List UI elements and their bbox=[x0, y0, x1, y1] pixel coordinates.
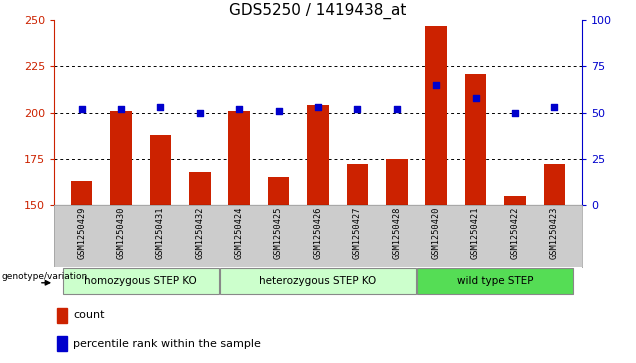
Point bbox=[234, 106, 244, 112]
Text: count: count bbox=[73, 310, 104, 320]
Bar bbox=[189, 172, 211, 205]
Text: GSM1250426: GSM1250426 bbox=[314, 207, 322, 260]
Bar bbox=[544, 164, 565, 205]
Point bbox=[195, 110, 205, 115]
Bar bbox=[71, 181, 92, 205]
Text: GSM1250424: GSM1250424 bbox=[235, 207, 244, 260]
Text: GSM1250422: GSM1250422 bbox=[511, 207, 520, 260]
Bar bbox=[504, 196, 526, 205]
Bar bbox=[149, 135, 171, 205]
Text: GSM1250425: GSM1250425 bbox=[274, 207, 283, 260]
Text: GSM1250427: GSM1250427 bbox=[353, 207, 362, 260]
Point bbox=[392, 106, 402, 112]
Text: GSM1250420: GSM1250420 bbox=[432, 207, 441, 260]
Text: heterozygous STEP KO: heterozygous STEP KO bbox=[259, 276, 377, 286]
Point bbox=[352, 106, 363, 112]
Text: wild type STEP: wild type STEP bbox=[457, 276, 534, 286]
Point bbox=[76, 106, 86, 112]
Bar bbox=[307, 105, 329, 205]
Point bbox=[550, 104, 560, 110]
Text: homozygous STEP KO: homozygous STEP KO bbox=[85, 276, 197, 286]
Bar bbox=[57, 336, 67, 351]
Text: GSM1250430: GSM1250430 bbox=[116, 207, 125, 260]
Text: genotype/variation: genotype/variation bbox=[1, 273, 87, 281]
Bar bbox=[386, 159, 408, 205]
Text: percentile rank within the sample: percentile rank within the sample bbox=[73, 339, 261, 349]
Bar bbox=[425, 25, 447, 205]
Text: GSM1250423: GSM1250423 bbox=[550, 207, 559, 260]
Bar bbox=[57, 307, 67, 323]
Bar bbox=[228, 111, 250, 205]
Point bbox=[471, 95, 481, 101]
Bar bbox=[347, 164, 368, 205]
Text: GSM1250428: GSM1250428 bbox=[392, 207, 401, 260]
Text: GSM1250431: GSM1250431 bbox=[156, 207, 165, 260]
Title: GDS5250 / 1419438_at: GDS5250 / 1419438_at bbox=[230, 3, 406, 19]
Point bbox=[313, 104, 323, 110]
FancyBboxPatch shape bbox=[220, 268, 416, 294]
Bar bbox=[110, 111, 132, 205]
Point bbox=[155, 104, 165, 110]
Text: GSM1250421: GSM1250421 bbox=[471, 207, 480, 260]
Bar bbox=[465, 74, 487, 205]
Point bbox=[431, 82, 441, 87]
Text: GSM1250432: GSM1250432 bbox=[195, 207, 204, 260]
Bar bbox=[268, 178, 289, 205]
FancyBboxPatch shape bbox=[63, 268, 219, 294]
Point bbox=[116, 106, 126, 112]
Point bbox=[510, 110, 520, 115]
Text: GSM1250429: GSM1250429 bbox=[77, 207, 86, 260]
FancyBboxPatch shape bbox=[417, 268, 573, 294]
Point bbox=[273, 108, 284, 114]
